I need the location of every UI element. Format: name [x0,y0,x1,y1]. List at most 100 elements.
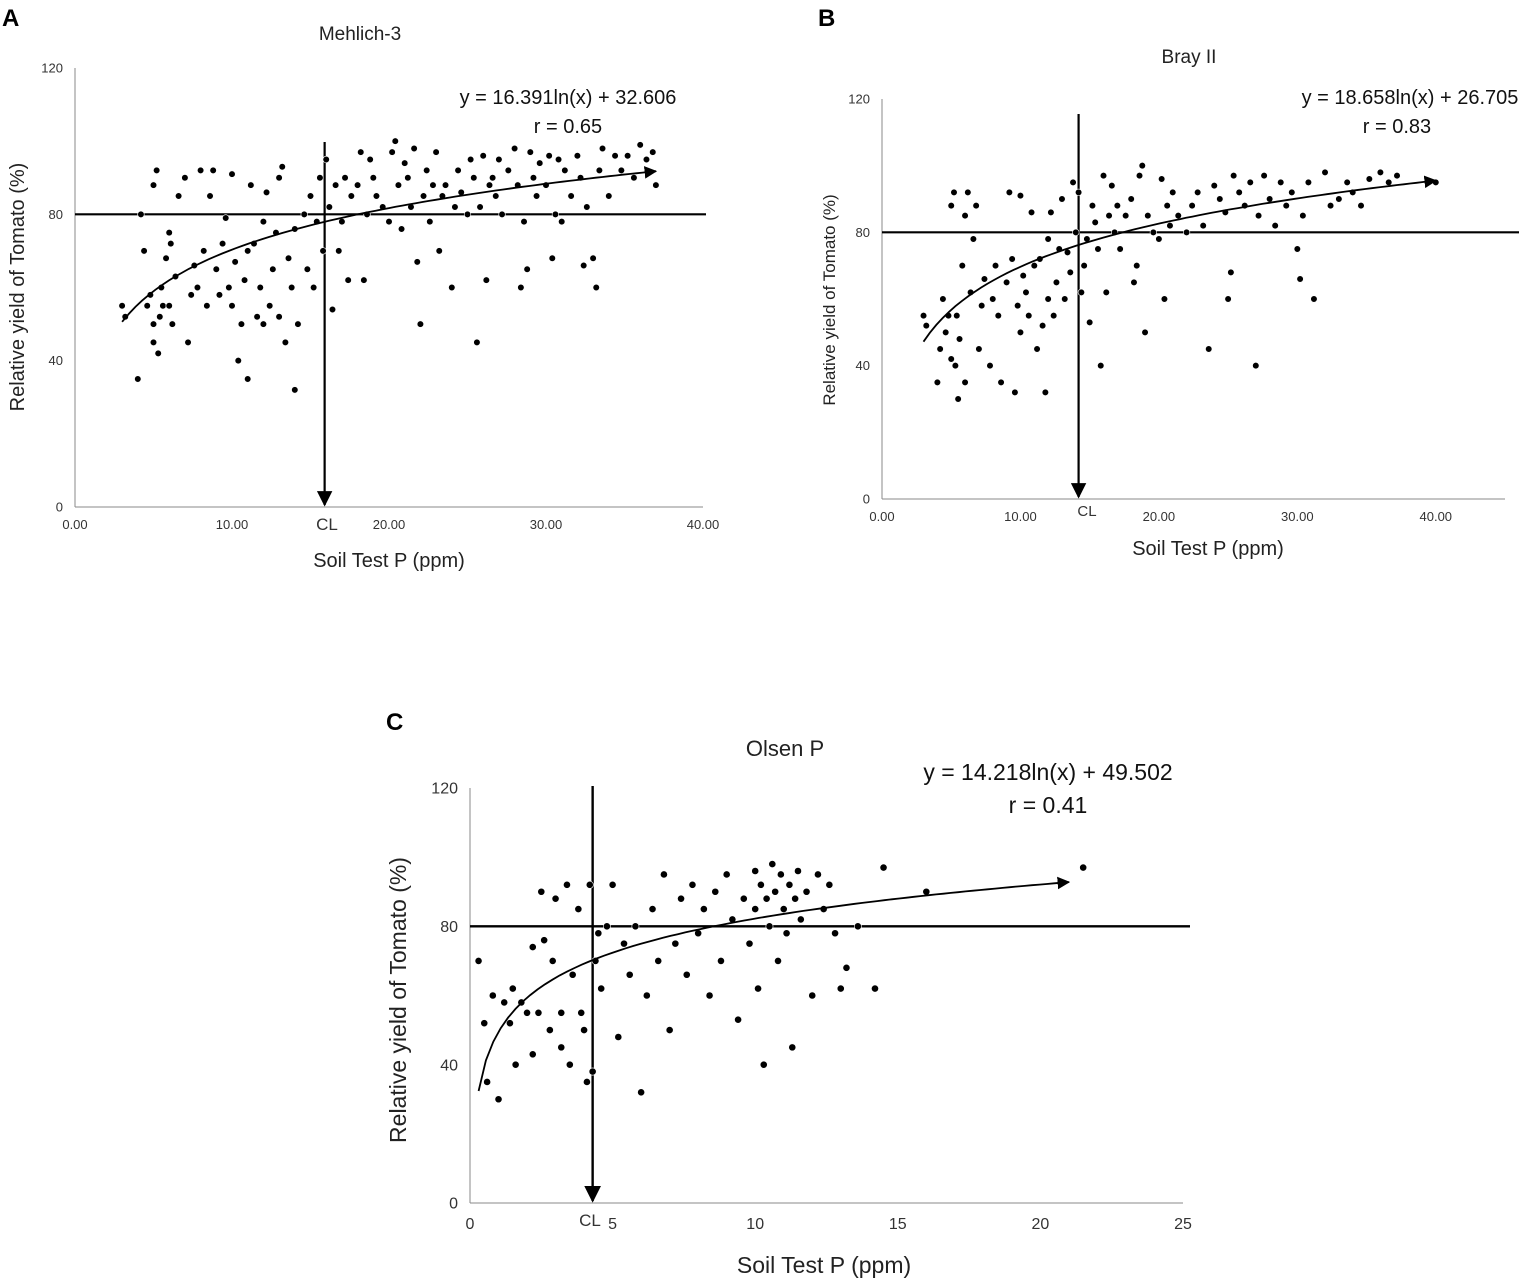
data-point [1321,168,1329,176]
data-point [435,247,443,255]
y-tick-label-c: 80 [440,919,458,936]
data-point [451,203,459,211]
data-point [620,939,628,948]
data-point [1277,178,1285,186]
y-tick-label-a: 40 [49,353,63,368]
data-point [1188,202,1196,210]
data-point [357,148,365,156]
data-point [156,313,164,321]
data-point [1376,168,1384,176]
data-point [316,174,324,182]
data-point [1158,175,1166,183]
data-point [506,1019,514,1028]
data-point [167,240,175,248]
x-tick-label-c: 10 [746,1216,764,1233]
data-point [489,174,497,182]
data-point [322,155,330,164]
data-point [441,181,450,189]
data-point [366,155,374,164]
x-tick-label-c: 0 [466,1216,475,1233]
data-point [1122,212,1130,220]
y-tick-label-c: 40 [440,1057,458,1074]
data-point [567,192,575,200]
data-point [652,181,660,189]
data-point [842,963,851,972]
data-point [1079,863,1088,872]
data-point [259,218,268,226]
data-point [1102,288,1110,296]
data-point [426,218,434,226]
data-point [1005,188,1013,196]
data-point [354,181,362,189]
data-point [853,922,862,931]
data-point [1144,212,1152,220]
data-point [682,970,691,979]
data-point [751,867,760,875]
data-point [574,905,583,913]
data-point [300,210,308,218]
data-point [1210,182,1218,190]
data-point [529,174,538,182]
data-point [980,275,989,283]
data-point [648,905,657,913]
data-point [1008,255,1016,263]
data-point [986,362,994,370]
data-point [768,860,777,868]
data-point [1077,288,1085,296]
data-point [429,181,437,189]
data-point [577,1008,586,1017]
data-point [1116,245,1124,253]
data-point [494,1095,503,1104]
data-point [1252,362,1260,370]
data-point [338,218,346,226]
data-point [961,378,969,386]
data-point [410,144,418,153]
y-tick-label-c: 120 [431,781,458,798]
data-point [754,984,762,993]
data-point [480,1019,489,1028]
data-point [1022,288,1030,296]
data-point [259,320,268,328]
data-point [961,212,969,220]
x-tick-label-a: 40.00 [687,517,720,532]
data-point [759,1060,768,1069]
data-point [624,152,632,160]
data-point [975,345,983,353]
data-point [528,1050,537,1059]
data-point [159,302,167,310]
data-point [256,283,264,292]
data-point [149,181,158,189]
data-point [328,305,337,314]
data-point [1047,208,1055,216]
data-point [520,218,528,226]
data-point [175,192,183,200]
data-point [432,148,440,156]
x-tick-label-c: 20 [1032,1216,1050,1233]
data-point [1002,278,1011,286]
data-point [143,302,151,310]
data-point [557,1008,566,1017]
cl-label-c: CL [579,1211,601,1230]
data-point [631,922,640,931]
panel-a: A Mehlich-3 y = 16.391ln(x) + 32.606 r =… [2,5,719,572]
data-point [588,1067,597,1076]
data-point [782,929,791,938]
data-point [1296,275,1304,283]
data-point [335,247,343,255]
cl-label-b: CL [1077,503,1096,520]
data-point [565,1060,574,1069]
data-point [997,378,1005,386]
x-tick-label-b: 10.00 [1004,509,1037,524]
data-point [344,276,352,284]
data-point [419,192,428,200]
data-point [294,320,302,328]
data-point [1088,202,1097,210]
data-point [722,870,731,879]
data-point [1041,388,1049,396]
data-point [269,265,277,273]
data-point [165,302,173,310]
data-point [266,302,274,310]
data-point [922,887,931,896]
data-point [275,174,283,182]
data-point [476,203,484,211]
